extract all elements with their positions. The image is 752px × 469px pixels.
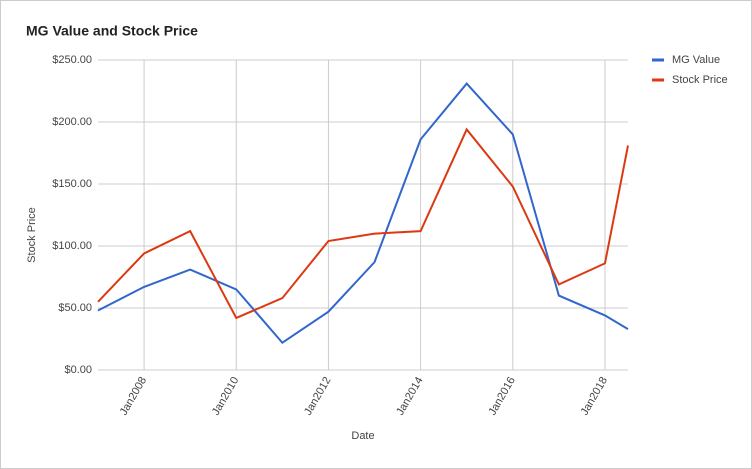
series-line — [97, 82, 629, 345]
x-axis-title: Date — [351, 430, 374, 442]
legend-label: MG Value — [672, 54, 720, 66]
y-tick-label: $0.00 — [64, 364, 92, 376]
y-tick-label: $250.00 — [52, 54, 92, 66]
y-tick-label: $50.00 — [58, 302, 92, 314]
series-line — [97, 127, 629, 320]
chart-title: MG Value and Stock Price — [26, 23, 198, 39]
y-tick-label: $100.00 — [52, 240, 92, 252]
legend-label: Stock Price — [672, 74, 728, 86]
y-tick-label: $200.00 — [52, 116, 92, 128]
y-axis-title: Stock Price — [26, 207, 38, 263]
y-tick-label: $150.00 — [52, 178, 92, 190]
